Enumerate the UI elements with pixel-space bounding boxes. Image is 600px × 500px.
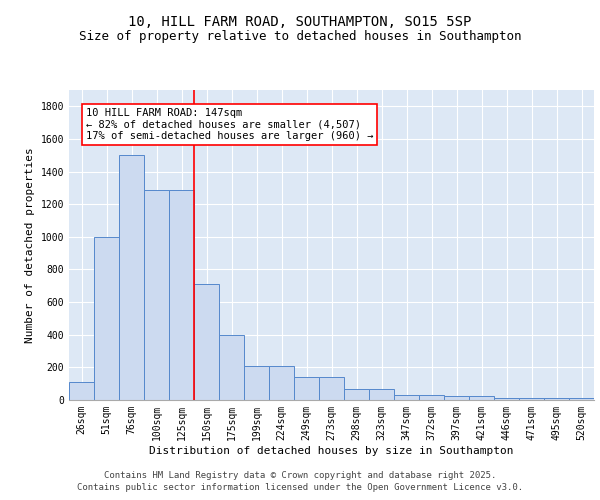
Bar xyxy=(119,156,144,400)
Bar xyxy=(494,398,519,400)
Bar xyxy=(269,366,294,400)
Bar xyxy=(319,377,344,400)
Bar xyxy=(444,396,469,400)
Bar xyxy=(419,395,444,400)
Bar xyxy=(219,334,244,400)
Text: 10 HILL FARM ROAD: 147sqm
← 82% of detached houses are smaller (4,507)
17% of se: 10 HILL FARM ROAD: 147sqm ← 82% of detac… xyxy=(86,108,373,141)
Bar xyxy=(169,190,194,400)
Bar xyxy=(519,398,544,400)
Bar xyxy=(194,284,219,400)
Y-axis label: Number of detached properties: Number of detached properties xyxy=(25,147,35,343)
Bar xyxy=(69,382,94,400)
Bar xyxy=(294,377,319,400)
Text: Contains HM Land Registry data © Crown copyright and database right 2025.: Contains HM Land Registry data © Crown c… xyxy=(104,472,496,480)
Bar xyxy=(569,398,594,400)
Bar xyxy=(469,396,494,400)
Bar xyxy=(144,190,169,400)
Text: 10, HILL FARM ROAD, SOUTHAMPTON, SO15 5SP: 10, HILL FARM ROAD, SOUTHAMPTON, SO15 5S… xyxy=(128,16,472,30)
Bar xyxy=(344,390,369,400)
X-axis label: Distribution of detached houses by size in Southampton: Distribution of detached houses by size … xyxy=(149,446,514,456)
Text: Contains public sector information licensed under the Open Government Licence v3: Contains public sector information licen… xyxy=(77,483,523,492)
Bar xyxy=(394,395,419,400)
Bar xyxy=(544,398,569,400)
Bar xyxy=(369,390,394,400)
Bar xyxy=(94,237,119,400)
Text: Size of property relative to detached houses in Southampton: Size of property relative to detached ho… xyxy=(79,30,521,43)
Bar xyxy=(244,366,269,400)
